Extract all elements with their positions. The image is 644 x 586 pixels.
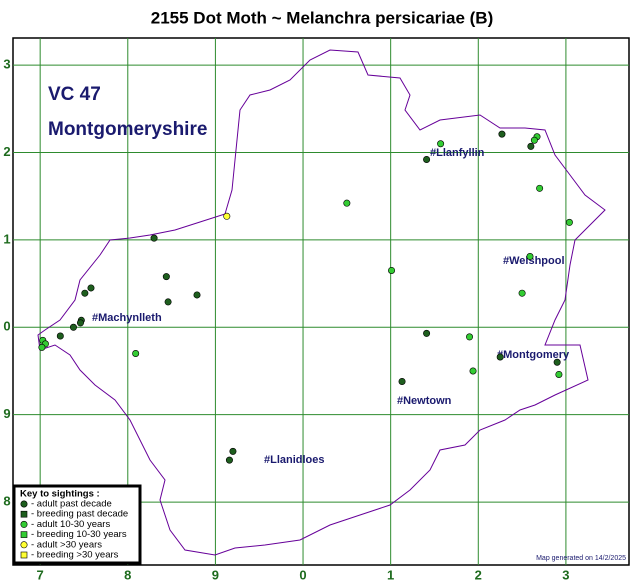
x-tick-label: 3	[562, 567, 569, 582]
key-box	[12, 484, 142, 565]
sighting-dot	[388, 266, 396, 274]
sighting-dot	[229, 447, 237, 455]
x-tick-label: 9	[212, 567, 219, 582]
town-label: #Newtown	[397, 395, 452, 407]
key-symbol	[20, 531, 28, 538]
town-label: #Llanfyllin	[430, 147, 485, 159]
sighting-dot	[536, 184, 544, 192]
sighting-dot	[76, 319, 84, 327]
key-label: - breeding past decade	[31, 509, 128, 520]
sighting-dot	[423, 329, 431, 337]
key-label: - adult past decade	[31, 499, 112, 510]
sighting-dot	[150, 234, 158, 242]
key-symbol	[20, 520, 28, 528]
x-tick-label: 8	[124, 567, 131, 582]
sighting-dot	[56, 332, 64, 340]
y-tick-label: 0	[3, 319, 10, 334]
sighting-dot	[466, 333, 474, 341]
key-label: - adult 10-30 years	[31, 519, 110, 530]
sighting-dot	[526, 252, 534, 260]
x-tick-label: 2	[475, 567, 482, 582]
key-title: Key to sightings :	[20, 489, 100, 500]
key-label: - breeding >30 years	[31, 550, 119, 561]
key-symbol	[20, 541, 28, 549]
sighting-dot	[193, 291, 201, 299]
key-symbol	[20, 551, 28, 559]
key-symbol	[20, 510, 28, 518]
sighting-dot	[496, 353, 504, 361]
map-title: 2155 Dot Moth ~ Melanchra persicariae (B…	[151, 8, 493, 27]
sighting-dot	[469, 367, 477, 375]
key-label: - breeding 10-30 years	[31, 529, 127, 540]
sighting-dot	[527, 142, 535, 150]
y-tick-label: 9	[3, 406, 10, 421]
sighting-dot	[555, 370, 563, 378]
town-label: #Machynlleth	[92, 312, 162, 324]
town-label: #Montgomery	[497, 349, 570, 361]
sighting-dot	[530, 136, 538, 144]
sighting-dot	[225, 456, 233, 464]
sighting-dot	[81, 289, 89, 297]
x-tick-label: 7	[37, 567, 44, 582]
key-symbol	[20, 500, 28, 508]
sighting-dot	[69, 323, 77, 331]
sighting-dot	[553, 358, 561, 366]
y-tick-label: 3	[3, 57, 10, 72]
sighting-dot	[164, 298, 172, 306]
county-boundary	[37, 49, 606, 556]
y-tick-label: 2	[3, 144, 10, 159]
sighting-dot	[38, 343, 46, 351]
sighting-dot	[398, 377, 406, 385]
footer: Map generated on 14/2/2025	[536, 555, 626, 562]
town-label: #Welshpool	[503, 255, 565, 267]
sighting-dot	[437, 140, 445, 148]
sighting-dot	[423, 155, 431, 163]
sighting-dot	[162, 273, 170, 281]
sighting-dot	[518, 289, 526, 297]
sighting-dot	[223, 212, 231, 220]
sighting-dot	[87, 284, 95, 292]
sighting-dot	[498, 130, 506, 138]
key-label: - adult >30 years	[31, 539, 102, 550]
sighting-dot	[343, 199, 351, 207]
x-tick-label: 0	[299, 567, 306, 582]
vc-number: VC 47	[48, 84, 101, 105]
y-tick-label: 8	[3, 494, 10, 509]
x-tick-label: 1	[387, 567, 394, 582]
y-tick-label: 1	[3, 231, 10, 246]
map-frame	[12, 37, 630, 566]
sighting-dot	[132, 350, 140, 358]
county-name: Montgomeryshire	[48, 119, 207, 140]
sighting-dot	[565, 218, 573, 226]
town-label: #Llanidloes	[264, 454, 325, 466]
